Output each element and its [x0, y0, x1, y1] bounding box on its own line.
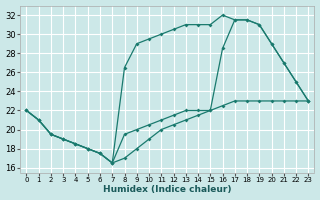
X-axis label: Humidex (Indice chaleur): Humidex (Indice chaleur) — [103, 185, 232, 194]
